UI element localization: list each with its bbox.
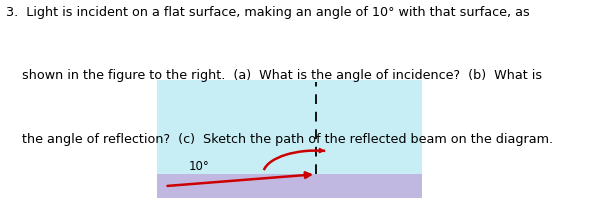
Text: shown in the figure to the right.  (a)  What is the angle of incidence?  (b)  Wh: shown in the figure to the right. (a) Wh…: [6, 69, 542, 82]
Text: 10°: 10°: [189, 160, 209, 173]
Bar: [157, 174, 422, 198]
Text: the angle of reflection?  (c)  Sketch the path of the reflected beam on the diag: the angle of reflection? (c) Sketch the …: [6, 133, 553, 146]
Text: 3.  Light is incident on a flat surface, making an angle of 10° with that surfac: 3. Light is incident on a flat surface, …: [6, 6, 530, 19]
